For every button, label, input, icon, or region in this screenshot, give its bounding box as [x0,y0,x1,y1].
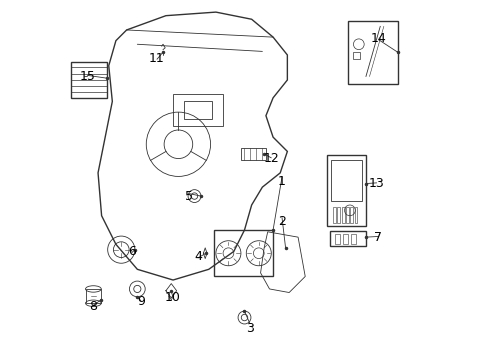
Text: 9: 9 [137,295,144,308]
Bar [241,148,265,160]
Bar [337,207,340,223]
Bar [183,102,212,119]
Bar [353,52,359,59]
Bar [85,289,101,303]
Bar [330,160,361,202]
Bar [354,207,357,223]
Text: 12: 12 [263,152,279,165]
Bar [173,94,223,126]
Bar [347,21,397,84]
Bar [71,62,107,98]
Bar [349,207,352,223]
Text: 11: 11 [149,52,164,65]
Bar [342,234,347,244]
Bar [341,207,344,223]
Text: 14: 14 [370,32,386,45]
Text: 13: 13 [368,177,384,190]
Text: 4: 4 [194,250,202,263]
Bar [329,231,365,246]
Text: 2: 2 [278,215,285,228]
Text: 3: 3 [245,322,253,335]
Text: 7: 7 [374,231,382,244]
Text: 8: 8 [88,300,97,313]
Bar [326,155,365,226]
Text: 6: 6 [128,245,136,258]
Text: 15: 15 [79,70,95,83]
Bar [332,207,335,223]
Bar [350,234,356,244]
Bar [334,234,339,244]
Bar [214,230,272,276]
Text: 1: 1 [278,175,285,188]
Bar [345,207,348,223]
Text: 10: 10 [165,291,181,305]
Text: 5: 5 [185,190,193,203]
